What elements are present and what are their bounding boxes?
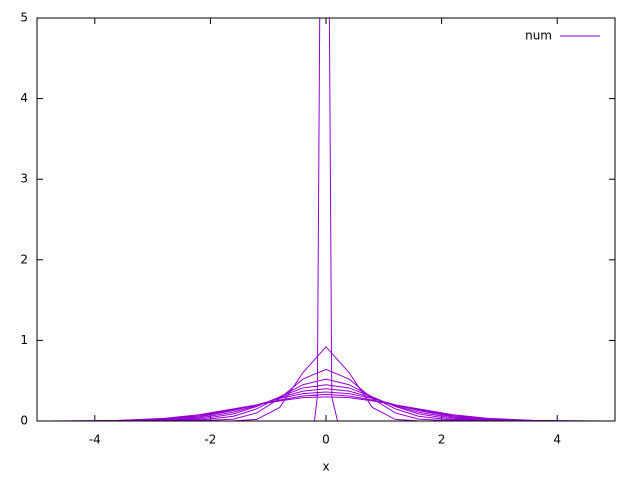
y-tick-label: 1 <box>20 333 28 347</box>
y-tick-label: 3 <box>20 172 28 186</box>
x-tick-label: -4 <box>89 433 101 447</box>
data-line <box>48 18 604 421</box>
plot-frame <box>36 17 616 422</box>
x-axis-label: x <box>322 460 329 474</box>
x-tick-label: 4 <box>553 433 561 447</box>
y-tick-label: 2 <box>20 252 28 266</box>
x-tick-label: 2 <box>438 433 446 447</box>
y-tick-label: 5 <box>20 11 28 25</box>
x-tick-label: -2 <box>204 433 216 447</box>
y-tick-label: 4 <box>20 91 28 105</box>
legend-label: num <box>525 29 552 43</box>
y-tick-label: 0 <box>20 414 28 428</box>
x-tick-label: 0 <box>322 433 330 447</box>
